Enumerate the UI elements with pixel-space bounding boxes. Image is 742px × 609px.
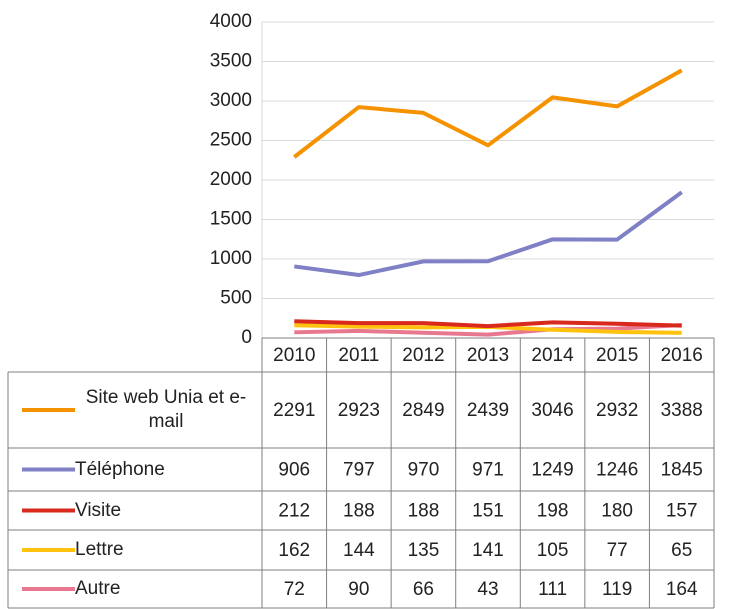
legend-label-box: Site web Unia et e-mail <box>85 387 247 432</box>
y-tick-label: 1500 <box>210 209 252 230</box>
table-value: 1845 <box>661 460 703 481</box>
series-line <box>294 319 682 329</box>
table-value: 43 <box>477 579 498 600</box>
table-value: 141 <box>472 540 504 561</box>
y-tick-label: 500 <box>220 288 252 309</box>
table-value: 105 <box>537 540 569 561</box>
table-value: 971 <box>472 460 504 481</box>
table-value: 90 <box>348 579 369 600</box>
table-value: 135 <box>408 540 440 561</box>
y-tick-label: 3000 <box>210 90 252 111</box>
x-tick-label: 2013 <box>467 345 509 366</box>
table-value: 212 <box>278 501 310 522</box>
series-line <box>294 323 682 337</box>
table-value: 111 <box>538 579 567 600</box>
table-value: 180 <box>601 501 633 522</box>
table-value: 2932 <box>596 400 638 421</box>
series-line <box>294 190 683 278</box>
y-tick-label: 2500 <box>210 130 252 151</box>
x-tick-label: 2015 <box>596 345 638 366</box>
table-value: 2849 <box>402 400 444 421</box>
table-value: 66 <box>413 579 434 600</box>
legend-label: Site web Unia et e-mail <box>85 387 247 432</box>
table-value: 2439 <box>467 400 509 421</box>
table-value: 77 <box>607 540 628 561</box>
table-value: 2923 <box>338 400 380 421</box>
table-value: 970 <box>408 460 440 481</box>
x-tick-label: 2012 <box>402 345 444 366</box>
table-value: 162 <box>278 540 310 561</box>
legend-label-box: Autre <box>75 578 121 599</box>
table-value: 65 <box>671 540 692 561</box>
table-value: 164 <box>666 579 698 600</box>
table-value: 72 <box>284 579 305 600</box>
legend-label-box: Visite <box>75 499 122 521</box>
table-value: 119 <box>602 579 632 600</box>
x-tick-label: 2016 <box>661 345 703 366</box>
legend-label: Lettre <box>75 539 124 560</box>
legend-label-box: Lettre <box>75 539 124 560</box>
y-tick-label: 1000 <box>210 248 252 269</box>
legend-label: Visite <box>75 499 122 521</box>
table-value: 906 <box>278 460 310 481</box>
table-value: 151 <box>472 501 504 522</box>
legend-label-box: Téléphone <box>75 458 165 480</box>
table-value: 144 <box>343 540 375 561</box>
x-tick-label: 2011 <box>338 345 379 366</box>
table-value: 188 <box>343 501 375 522</box>
x-tick-label: 2010 <box>273 345 315 366</box>
y-tick-label: 2000 <box>210 169 252 190</box>
table-value: 3388 <box>661 400 703 421</box>
y-tick-label: 4000 <box>210 11 252 32</box>
table-value: 797 <box>343 460 375 481</box>
table-value: 1249 <box>531 460 573 481</box>
y-tick-label: 0 <box>241 327 252 348</box>
table-value: 157 <box>666 501 698 522</box>
table-value: 1246 <box>596 460 638 481</box>
legend-label: Autre <box>75 578 121 599</box>
table-value: 188 <box>408 501 440 522</box>
table-value: 3046 <box>531 400 573 421</box>
x-tick-label: 2014 <box>531 345 574 366</box>
table-value: 2291 <box>273 400 315 421</box>
legend-label: Téléphone <box>75 458 165 480</box>
series-line <box>293 68 683 159</box>
y-tick-label: 3500 <box>210 51 252 72</box>
table-value: 198 <box>537 501 569 522</box>
